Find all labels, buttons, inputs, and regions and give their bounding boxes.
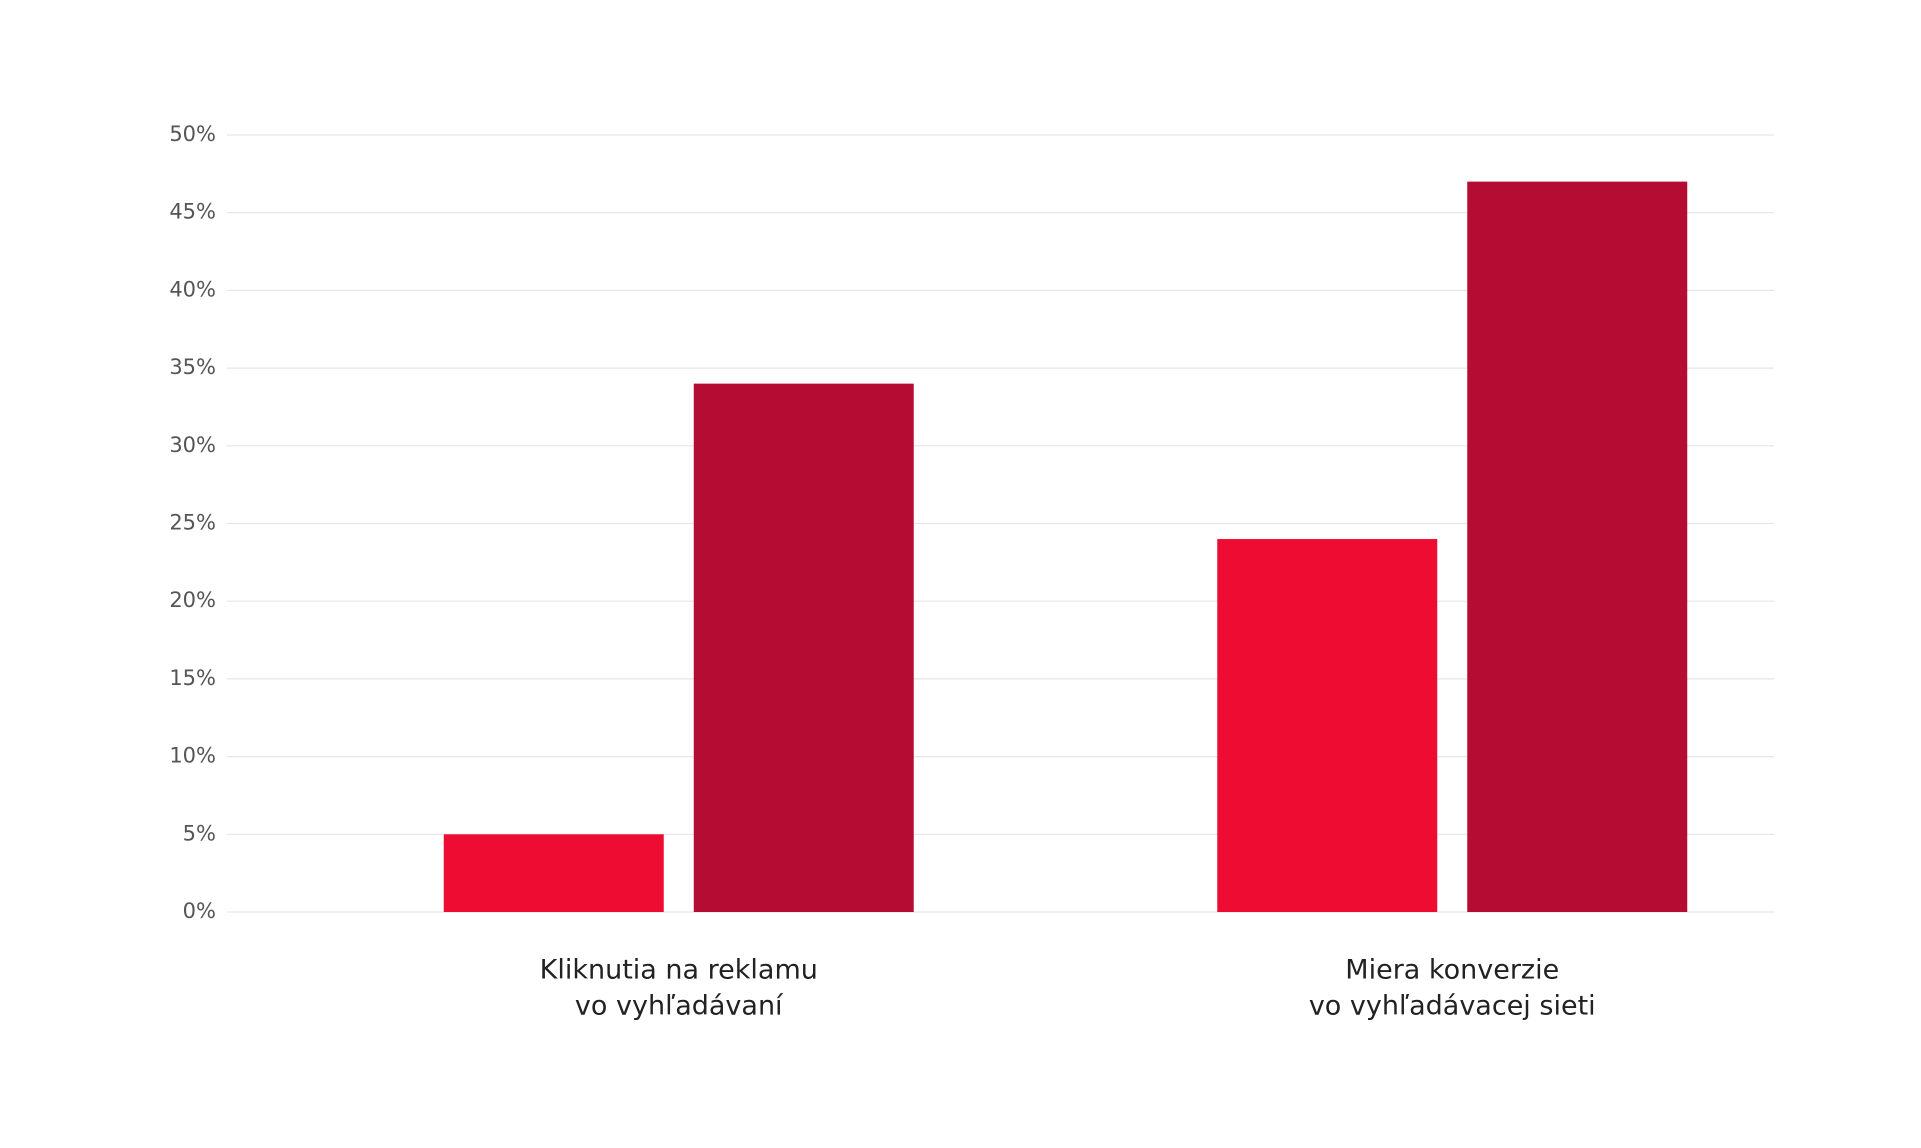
y-tick-label: 15%: [169, 666, 216, 690]
bar: [1467, 181, 1688, 912]
y-tick-label: 0%: [183, 899, 216, 923]
y-tick-label: 20%: [169, 588, 216, 612]
y-tick-label: 10%: [169, 744, 216, 768]
y-tick-label: 50%: [169, 122, 216, 146]
x-tick-label: vo vyhľadávacej sieti: [1309, 991, 1596, 1022]
y-tick-label: 45%: [169, 200, 216, 224]
x-tick-label: vo vyhľadávaní: [575, 991, 784, 1022]
y-tick-label: 25%: [169, 511, 216, 535]
bar: [443, 834, 664, 912]
x-tick-label: Miera konverzie: [1345, 955, 1559, 986]
x-tick-label: Kliknutia na reklamu: [540, 955, 818, 986]
bar: [1217, 539, 1438, 912]
bar: [693, 383, 914, 912]
y-tick-label: 5%: [183, 821, 216, 845]
y-tick-label: 35%: [169, 355, 216, 379]
y-tick-label: 40%: [169, 277, 216, 301]
y-tick-label: 30%: [169, 433, 216, 457]
